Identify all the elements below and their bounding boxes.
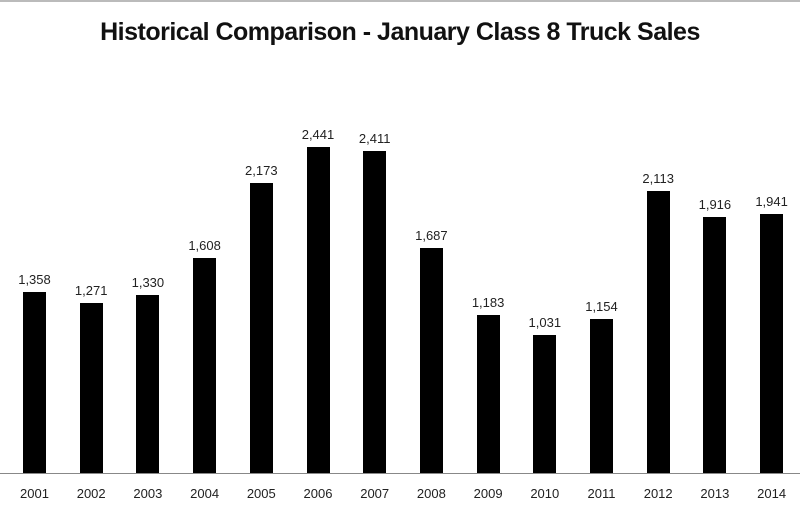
chart-title: Historical Comparison - January Class 8 … (100, 18, 700, 46)
data-label: 1,358 (18, 271, 51, 287)
data-label: 1,330 (131, 275, 165, 291)
bar-2012 (646, 190, 670, 473)
data-label: 1,271 (74, 283, 108, 299)
x-tick-label: 2001 (20, 486, 49, 501)
data-label: 1,916 (698, 197, 732, 213)
x-tick-label: 2013 (700, 486, 730, 501)
x-axis-line (0, 473, 800, 474)
bar-2003 (136, 295, 160, 473)
bar-2008 (419, 247, 443, 473)
bar-2007 (363, 151, 387, 473)
data-label: 2,411 (358, 131, 391, 146)
x-tick-label: 2011 (587, 486, 616, 501)
x-tick-label: 2006 (303, 486, 333, 501)
data-label: 1,941 (755, 193, 788, 209)
bar-2013 (703, 217, 727, 473)
bar-2001 (23, 291, 46, 473)
bar-2006 (306, 147, 330, 473)
data-label: 1,687 (415, 227, 448, 243)
data-label: 1,608 (188, 238, 221, 254)
data-label: 1,031 (528, 315, 562, 331)
bar-2005 (249, 182, 273, 473)
x-tick-label: 2008 (416, 486, 446, 501)
bar-2004 (193, 258, 217, 473)
x-tick-label: 2005 (246, 486, 276, 501)
bar-2002 (79, 303, 103, 473)
x-tick-label: 2004 (190, 486, 220, 501)
top-border (0, 0, 800, 2)
x-tick-label: 2009 (473, 486, 503, 501)
bar-2014 (760, 213, 784, 473)
x-tick-label: 2002 (76, 486, 106, 501)
x-tick-label: 2003 (133, 486, 163, 501)
bar-2011 (590, 318, 613, 473)
x-tick-label: 2007 (360, 486, 390, 501)
bar-2009 (476, 315, 500, 473)
x-tick-label: 2014 (757, 486, 787, 501)
data-label: 1,154 (585, 298, 618, 314)
data-label: 2,173 (245, 162, 278, 178)
x-tick-label: 2012 (643, 486, 673, 501)
data-label: 1,183 (471, 295, 505, 310)
x-tick-label: 2010 (530, 486, 560, 501)
data-label: 2,113 (642, 170, 674, 186)
bar-2010 (533, 335, 557, 473)
data-label: 2,441 (301, 127, 335, 142)
